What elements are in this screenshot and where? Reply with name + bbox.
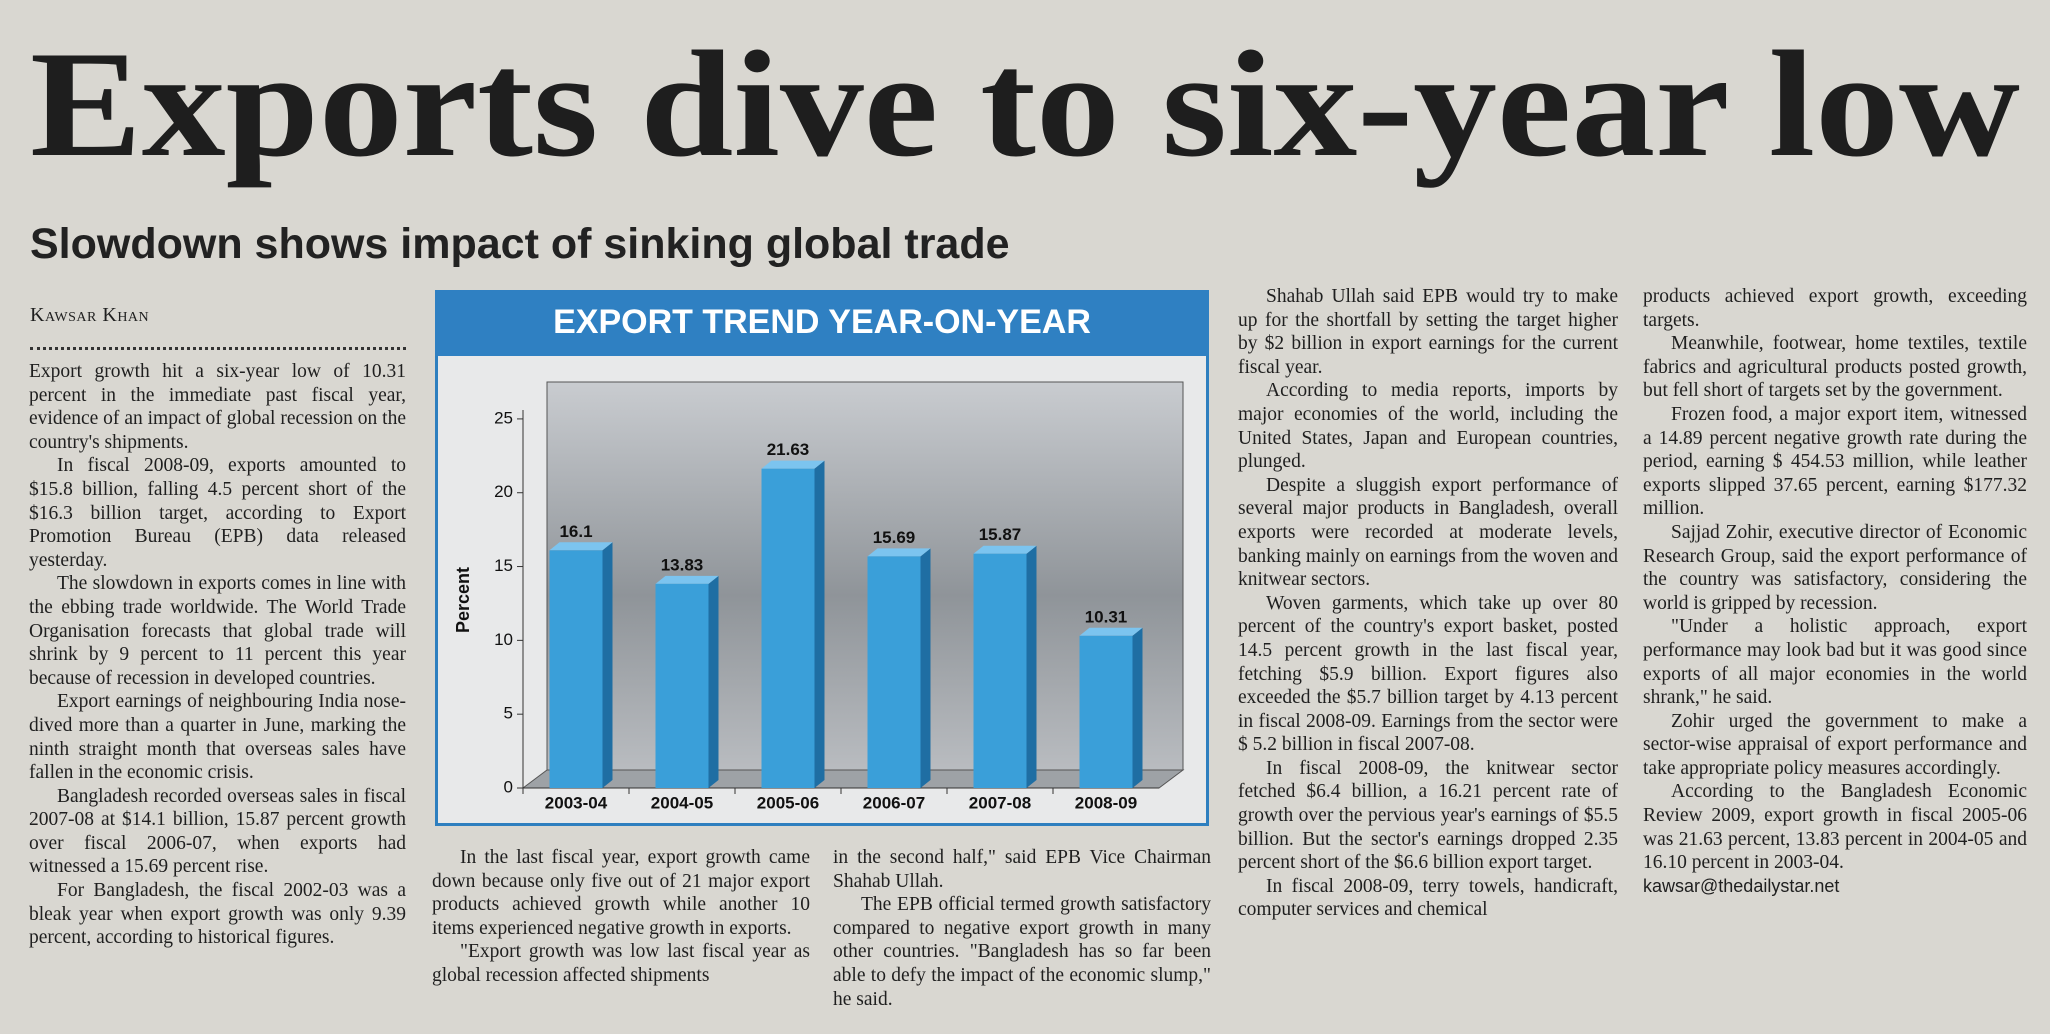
column: In the last fiscal year, export growth c…	[432, 846, 810, 1028]
column: Export growth hit a six-year low of 10.3…	[29, 360, 406, 1028]
paragraph: Frozen food, a major export item, witnes…	[1643, 403, 2027, 520]
y-tick-label: 25	[494, 408, 513, 427]
bar-side	[708, 575, 719, 788]
x-tick-label: 2004-05	[651, 793, 713, 812]
y-axis-label: Percent	[453, 567, 473, 633]
y-tick-label: 0	[504, 777, 513, 796]
value-label: 15.69	[873, 528, 916, 547]
bar	[1079, 635, 1133, 788]
paragraph: The slowdown in exports comes in line wi…	[29, 573, 406, 689]
x-tick-label: 2005-06	[757, 793, 819, 812]
y-tick-label: 20	[494, 482, 513, 501]
bar-side	[1132, 627, 1143, 788]
x-tick-label: 2003-04	[545, 793, 608, 812]
paragraph: in the second half," said EPB Vice Chair…	[833, 847, 1211, 892]
headline-area: Exports dive to six-year low	[30, 20, 2020, 188]
bar	[973, 553, 1027, 788]
subheadline: Slowdown shows impact of sinking global …	[30, 220, 1010, 268]
bar	[761, 468, 815, 788]
value-label: 13.83	[661, 555, 704, 574]
paragraph: Shahab Ullah said EPB would try to make …	[1238, 286, 1618, 378]
paragraph: For Bangladesh, the fiscal 2002-03 was a…	[29, 880, 406, 949]
divider	[30, 347, 406, 350]
paragraph: Bangladesh recorded overseas sales in fi…	[29, 785, 406, 878]
paragraph: In fiscal 2008-09, the knitwear sector f…	[1238, 757, 1618, 874]
chart-title-bar	[435, 290, 1209, 356]
column: in the second half," said EPB Vice Chair…	[833, 846, 1211, 1028]
y-tick-label: 10	[494, 630, 513, 649]
paragraph: Export earnings of neighbouring India no…	[29, 691, 406, 784]
bar-side	[814, 460, 825, 788]
bar-top	[1079, 627, 1143, 636]
bar-side	[602, 542, 613, 788]
paragraph: Sajjad Zohir, executive director of Econ…	[1643, 521, 2027, 614]
x-tick-label: 2008-09	[1075, 793, 1137, 812]
column: products achieved export growth, exceedi…	[1643, 285, 2027, 1028]
x-tick-label: 2006-07	[863, 793, 925, 812]
y-tick-label: 15	[494, 556, 513, 575]
paragraph: The EPB official termed growth satisfact…	[833, 894, 1211, 1010]
bar-top	[973, 545, 1037, 554]
paragraph: "Export growth was low last fiscal year …	[432, 941, 810, 986]
bar-top	[761, 460, 825, 469]
x-tick-label: 2007-08	[969, 793, 1031, 812]
value-label: 16.1	[559, 522, 592, 541]
bar-side	[1026, 545, 1037, 788]
paragraph: In fiscal 2008-09, terry towels, handicr…	[1238, 875, 1618, 921]
plot-wall	[546, 381, 1184, 771]
paragraph: In fiscal 2008-09, exports amounted to $…	[29, 455, 406, 571]
paragraph: Export growth hit a six-year low of 10.3…	[29, 361, 406, 453]
bar-top	[655, 575, 719, 584]
paragraph: Despite a sluggish export performance of…	[1238, 474, 1618, 591]
bar-side	[920, 548, 931, 788]
bar	[655, 583, 709, 788]
value-label: 10.31	[1085, 607, 1128, 626]
column: Shahab Ullah said EPB would try to make …	[1238, 285, 1618, 1028]
y-tick-label: 5	[504, 704, 513, 723]
paragraph: Zohir urged the government to make a sec…	[1643, 710, 2027, 779]
paragraph: In the last fiscal year, export growth c…	[432, 847, 810, 939]
headline: Exports dive to six-year low	[30, 20, 2020, 188]
paragraph: According to media reports, imports by m…	[1238, 380, 1618, 473]
paragraph: products achieved export growth, exceedi…	[1643, 286, 2027, 331]
email: kawsar@thedailystar.net	[1643, 875, 1840, 896]
byline: Kawsar Khan	[30, 304, 150, 326]
paragraph: Meanwhile, footwear, home textiles, text…	[1643, 333, 2027, 402]
chart-title: EXPORT TREND YEAR-ON-YEAR	[553, 303, 1091, 341]
bar	[549, 550, 603, 788]
paragraph: "Under a holistic approach, export perfo…	[1643, 616, 2027, 709]
paragraph: According to the Bangladesh Economic Rev…	[1643, 781, 2027, 874]
bar-top	[867, 548, 931, 557]
paragraph: Woven garments, which take up over 80 pe…	[1238, 592, 1618, 756]
bar	[867, 556, 921, 788]
bar-top	[549, 542, 613, 551]
value-label: 21.63	[767, 440, 810, 459]
chart: EXPORT TREND YEAR-ON-YEAR Percent 0 5 10 15…	[435, 290, 1209, 826]
value-label: 15.87	[979, 525, 1022, 544]
